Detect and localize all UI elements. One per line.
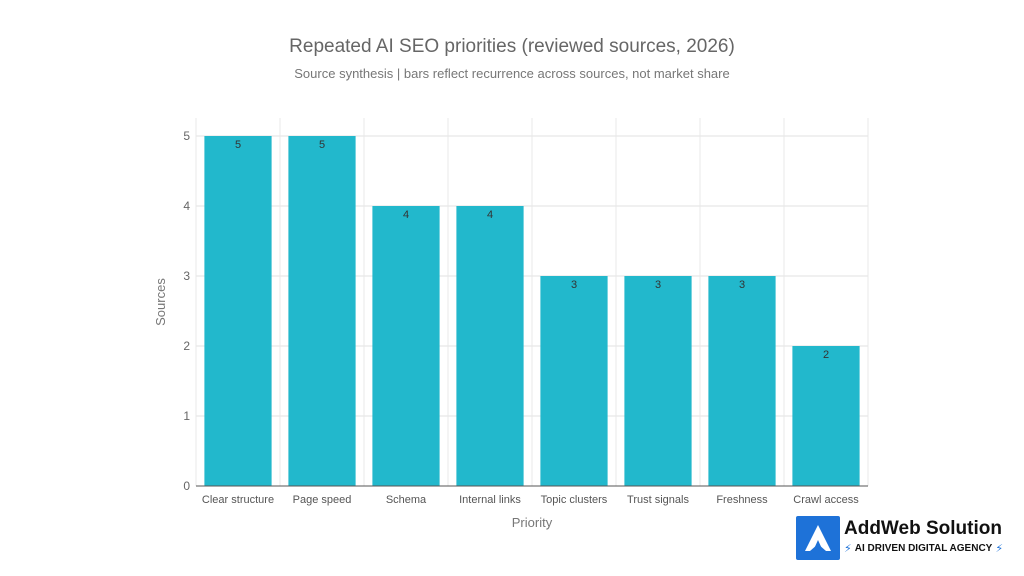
y-tick-label: 5 (183, 129, 190, 143)
bar-value-label: 5 (319, 139, 325, 151)
bar (708, 276, 776, 486)
y-tick-label: 3 (183, 269, 190, 283)
brand-tagline: AI DRIVEN DIGITAL AGENCY (854, 543, 993, 554)
addweb-logo (796, 516, 840, 560)
x-tick-label: Internal links (459, 494, 521, 506)
chart-title: Repeated AI SEO priorities (reviewed sou… (289, 36, 735, 57)
bar (288, 136, 356, 486)
brand-tagline-row: ⚡ AI DRIVEN DIGITAL AGENCY ⚡ (844, 542, 1003, 555)
x-tick-label: Page speed (293, 494, 352, 506)
chart-subtitle: Source synthesis | bars reflect recurren… (294, 66, 730, 81)
y-tick-label: 2 (183, 339, 190, 353)
bar-value-label: 5 (235, 139, 241, 151)
bar (540, 276, 608, 486)
y-tick-label: 0 (183, 479, 190, 493)
x-tick-label: Freshness (716, 494, 768, 506)
y-axis-label: Sources (153, 278, 168, 326)
bar-value-label: 3 (739, 279, 745, 291)
x-tick-label: Clear structure (202, 494, 274, 506)
bar-value-label: 4 (487, 209, 493, 221)
bar-value-label: 3 (571, 279, 577, 291)
y-tick-label: 4 (183, 199, 190, 213)
brand-badge: AddWeb Solution ⚡ AI DRIVEN DIGITAL AGEN… (796, 516, 1018, 562)
axes: 0 1 2 3 4 5 Clear structure Page speed Schema Int… (183, 129, 868, 506)
bar (456, 206, 524, 486)
x-tick-label: Crawl access (793, 494, 859, 506)
bar (792, 346, 860, 486)
bars: 5 5 4 4 3 3 3 2 (204, 136, 860, 486)
bar (624, 276, 692, 486)
x-tick-label: Schema (386, 494, 427, 506)
x-tick-label: Topic clusters (541, 494, 608, 506)
lightning-icon: ⚡ (844, 543, 852, 555)
bar (372, 206, 440, 486)
x-tick-label: Trust signals (627, 494, 689, 506)
y-tick-label: 1 (183, 409, 190, 423)
bar-value-label: 2 (823, 349, 829, 361)
lightning-icon: ⚡ (995, 543, 1004, 555)
bar-value-label: 3 (655, 279, 661, 291)
bar (204, 136, 272, 486)
bar-value-label: 4 (403, 209, 409, 221)
brand-name: AddWeb Solution (844, 518, 1002, 539)
x-axis-label: Priority (512, 515, 553, 530)
